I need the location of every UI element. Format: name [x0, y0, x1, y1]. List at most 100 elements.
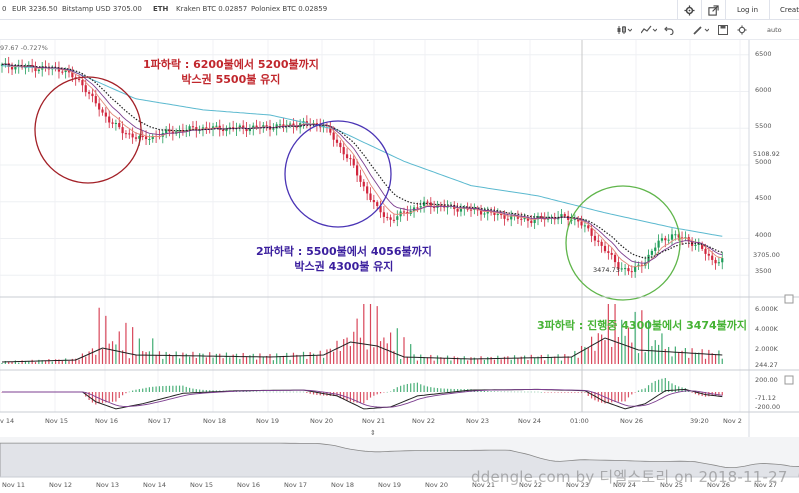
- macd-histogram-bar: [430, 387, 432, 392]
- save-layout-button[interactable]: [716, 23, 730, 37]
- ticker-eur[interactable]: EUR 3236.50: [12, 5, 58, 13]
- volume-bar: [570, 356, 573, 364]
- volume-bar: [215, 353, 217, 364]
- indicators-dropdown[interactable]: [638, 23, 660, 37]
- btc-chart[interactable]: 97.67 -0.727% 3474.73 6500 6000 5500 510…: [0, 40, 799, 493]
- ticker-bitstamp-usd[interactable]: Bitstamp USD 3705.00: [62, 5, 142, 13]
- macd-histogram-bar: [269, 391, 271, 393]
- macd-histogram-bar: [457, 389, 459, 392]
- macd-histogram-bar: [105, 392, 107, 403]
- volume-bar: [128, 358, 130, 364]
- macd-histogram-bar: [152, 386, 154, 392]
- volume-bar: [396, 328, 398, 364]
- range-navigator[interactable]: Nov 11 Nov 12 Nov 13 Nov 14 Nov 15 Nov 16 Nov …: [0, 437, 799, 489]
- volume-bar: [259, 353, 261, 364]
- navigator-date-label: Nov 26: [707, 481, 730, 489]
- candle-body: [335, 139, 339, 143]
- candle-body: [71, 72, 74, 78]
- volume-bar: [591, 336, 593, 364]
- candle-body: [144, 136, 148, 140]
- macd-histogram-bar: [199, 389, 201, 392]
- macd-histogram-bar: [122, 392, 124, 396]
- macd-histogram-bar: [245, 391, 248, 392]
- login-button[interactable]: Log in: [725, 0, 769, 20]
- drawing-tools-dropdown[interactable]: [690, 23, 712, 37]
- price-tick: 6500: [755, 50, 772, 58]
- candle-body: [128, 133, 131, 135]
- volume-bar: [436, 355, 439, 364]
- volume-bar: [239, 358, 241, 364]
- volume-bar: [386, 343, 388, 364]
- create-account-button[interactable]: Creat: [769, 0, 799, 20]
- macd-histogram-bar: [182, 385, 184, 392]
- volume-bar: [202, 353, 204, 364]
- chart-settings-button[interactable]: [734, 23, 750, 37]
- volume-bar: [487, 356, 489, 364]
- volume-bar: [607, 304, 609, 364]
- candle-body: [151, 135, 154, 139]
- macd-pane[interactable]: 200.00 -71.12 -200.00: [1, 294, 794, 411]
- candle-body: [657, 240, 660, 248]
- candle-body: [670, 234, 674, 240]
- candle-body: [429, 202, 432, 208]
- candle-body: [295, 126, 298, 128]
- macd-histogram-bar: [420, 384, 422, 392]
- price-axis[interactable]: 6500 6000 5500 5108.92 5000 4500 4000 37…: [748, 40, 780, 441]
- volume-bar: [306, 358, 308, 364]
- volume-bar: [457, 357, 459, 364]
- macd-histogram-bar: [634, 392, 636, 393]
- macd-histogram-bar: [597, 392, 599, 402]
- volume-bar: [393, 350, 395, 364]
- auto-scale-toggle[interactable]: auto: [767, 26, 782, 34]
- navigator-date-label: Nov 15: [190, 481, 213, 489]
- ticker-eth[interactable]: ETH: [153, 5, 169, 13]
- pane-collapse-button[interactable]: [784, 375, 794, 385]
- volume-bar: [222, 358, 224, 364]
- ticker-fragment[interactable]: 0: [2, 5, 7, 13]
- pane-collapse-button[interactable]: [784, 294, 794, 304]
- time-axis[interactable]: v 14 Nov 15 Nov 16 Nov 17 Nov 18 Nov 19 Nov 20…: [0, 417, 742, 425]
- volume-bar: [413, 354, 415, 364]
- candle-body: [265, 125, 268, 127]
- move-handle-icon[interactable]: ⇕: [370, 429, 376, 437]
- volume-bar: [373, 347, 375, 364]
- macd-histogram-bar: [209, 390, 211, 392]
- macd-histogram-bar: [637, 390, 640, 392]
- volume-bar: [694, 352, 697, 364]
- candle-body: [637, 264, 640, 267]
- ticker-poloniex-btc[interactable]: Poloniex BTC 0.02859: [251, 5, 328, 13]
- volume-bar: [537, 356, 539, 364]
- macd-histogram-bar: [530, 391, 532, 393]
- candle-body: [228, 127, 231, 129]
- chart-type-dropdown[interactable]: [613, 23, 635, 37]
- volume-bar: [158, 351, 161, 364]
- candle-body: [168, 129, 171, 132]
- ticker-kraken-btc[interactable]: Kraken BTC 0.02857: [176, 5, 248, 13]
- external-window-icon: [708, 4, 719, 16]
- candle-body: [24, 67, 27, 69]
- volume-bar: [567, 356, 569, 364]
- candle-body: [14, 66, 17, 70]
- macd-histogram-bar: [490, 391, 492, 392]
- macd-histogram-bar: [266, 391, 268, 393]
- volume-bar: [41, 360, 43, 364]
- volume-tick: 4.000K: [755, 325, 779, 333]
- volume-bar: [353, 331, 355, 364]
- volume-pane[interactable]: 6.000K 4.000K 2.000K 244.27: [1, 304, 779, 369]
- volume-bar: [205, 357, 207, 364]
- volume-bar: [359, 337, 362, 364]
- popout-button[interactable]: [701, 0, 725, 20]
- macd-histogram-bar: [617, 392, 619, 402]
- macd-histogram-bar: [661, 378, 663, 392]
- volume-bar: [678, 352, 680, 364]
- macd-histogram-bar: [503, 391, 506, 393]
- settings-button[interactable]: [677, 0, 701, 20]
- price-pane[interactable]: 97.67 -0.727% 3474.73: [0, 44, 724, 301]
- volume-bar: [369, 304, 372, 364]
- candle-body: [111, 122, 114, 124]
- volume-bar: [125, 322, 127, 364]
- volume-bar: [256, 359, 258, 364]
- undo-button[interactable]: [662, 23, 676, 37]
- volume-bar: [111, 341, 114, 364]
- macd-histogram-bar: [259, 391, 261, 393]
